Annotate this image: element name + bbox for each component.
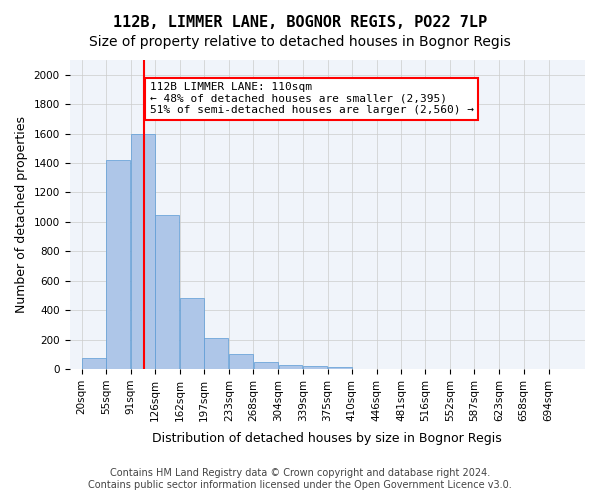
Bar [180,298,204,369]
X-axis label: Distribution of detached houses by size in Bognor Regis: Distribution of detached houses by size … [152,432,502,445]
Bar [205,338,229,369]
Text: 112B, LIMMER LANE, BOGNOR REGIS, PO22 7LP: 112B, LIMMER LANE, BOGNOR REGIS, PO22 7L… [113,15,487,30]
Text: Contains HM Land Registry data © Crown copyright and database right 2024.
Contai: Contains HM Land Registry data © Crown c… [88,468,512,490]
Bar [254,362,278,369]
Bar [278,366,302,369]
Bar [82,358,106,369]
Y-axis label: Number of detached properties: Number of detached properties [15,116,28,313]
Bar [303,366,327,369]
Text: Size of property relative to detached houses in Bognor Regis: Size of property relative to detached ho… [89,35,511,49]
Bar [106,160,130,369]
Bar [229,354,253,369]
Bar [328,367,352,369]
Bar [131,134,155,369]
Text: 112B LIMMER LANE: 110sqm
← 48% of detached houses are smaller (2,395)
51% of sem: 112B LIMMER LANE: 110sqm ← 48% of detach… [149,82,473,116]
Bar [155,214,179,369]
